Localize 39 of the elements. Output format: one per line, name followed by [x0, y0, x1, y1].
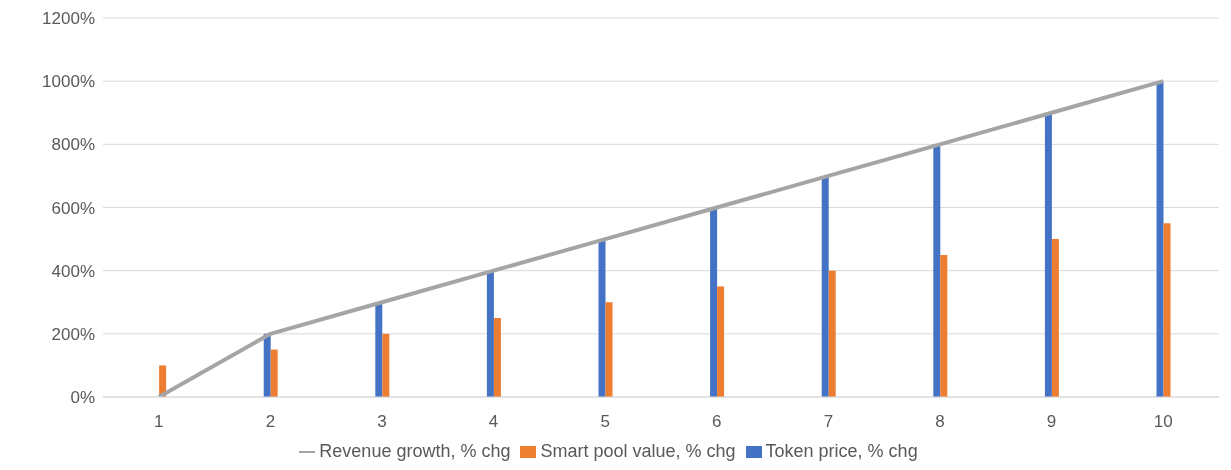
y-tick-label: 800%: [51, 135, 95, 155]
bar: [828, 270, 836, 397]
x-tick-label: 2: [265, 412, 276, 432]
bar: [717, 286, 725, 397]
bar: [710, 207, 718, 397]
bar: [605, 302, 613, 397]
bar: [1044, 112, 1052, 397]
bar: [493, 318, 501, 397]
bar: [1156, 81, 1164, 397]
bar: [1163, 223, 1171, 397]
y-tick-label: 200%: [51, 324, 95, 344]
bar: [382, 333, 390, 397]
x-tick-label: 10: [1153, 412, 1173, 432]
bar: [598, 239, 606, 397]
y-tick-label: 1200%: [42, 9, 95, 29]
legend-label: Revenue growth, % chg: [319, 441, 511, 461]
x-tick-label: 5: [600, 412, 610, 432]
bar: [1051, 239, 1059, 397]
x-tick-label: 6: [712, 412, 722, 432]
x-tick-label: 7: [823, 412, 834, 432]
bar: [933, 144, 941, 397]
bar: [375, 302, 383, 397]
y-tick-label: 400%: [51, 261, 95, 281]
y-tick-label: 600%: [51, 198, 95, 218]
bar: [940, 254, 948, 397]
legend-label: Smart pool value, % chg: [540, 441, 736, 461]
x-tick-label: 8: [935, 412, 945, 432]
x-tick-label: 4: [488, 412, 499, 432]
x-tick-label: 3: [377, 412, 387, 432]
y-tick-label: 1000%: [42, 72, 95, 92]
legend-label: Token price, % chg: [765, 441, 918, 461]
y-tick-label: 0%: [70, 388, 95, 408]
line-series: [156, 79, 1166, 397]
x-tick-label: 1: [154, 412, 164, 432]
bar: [486, 270, 494, 397]
bar: [821, 175, 829, 397]
bar: [263, 333, 271, 397]
x-tick-label: 9: [1046, 412, 1057, 432]
bar: [270, 349, 278, 397]
